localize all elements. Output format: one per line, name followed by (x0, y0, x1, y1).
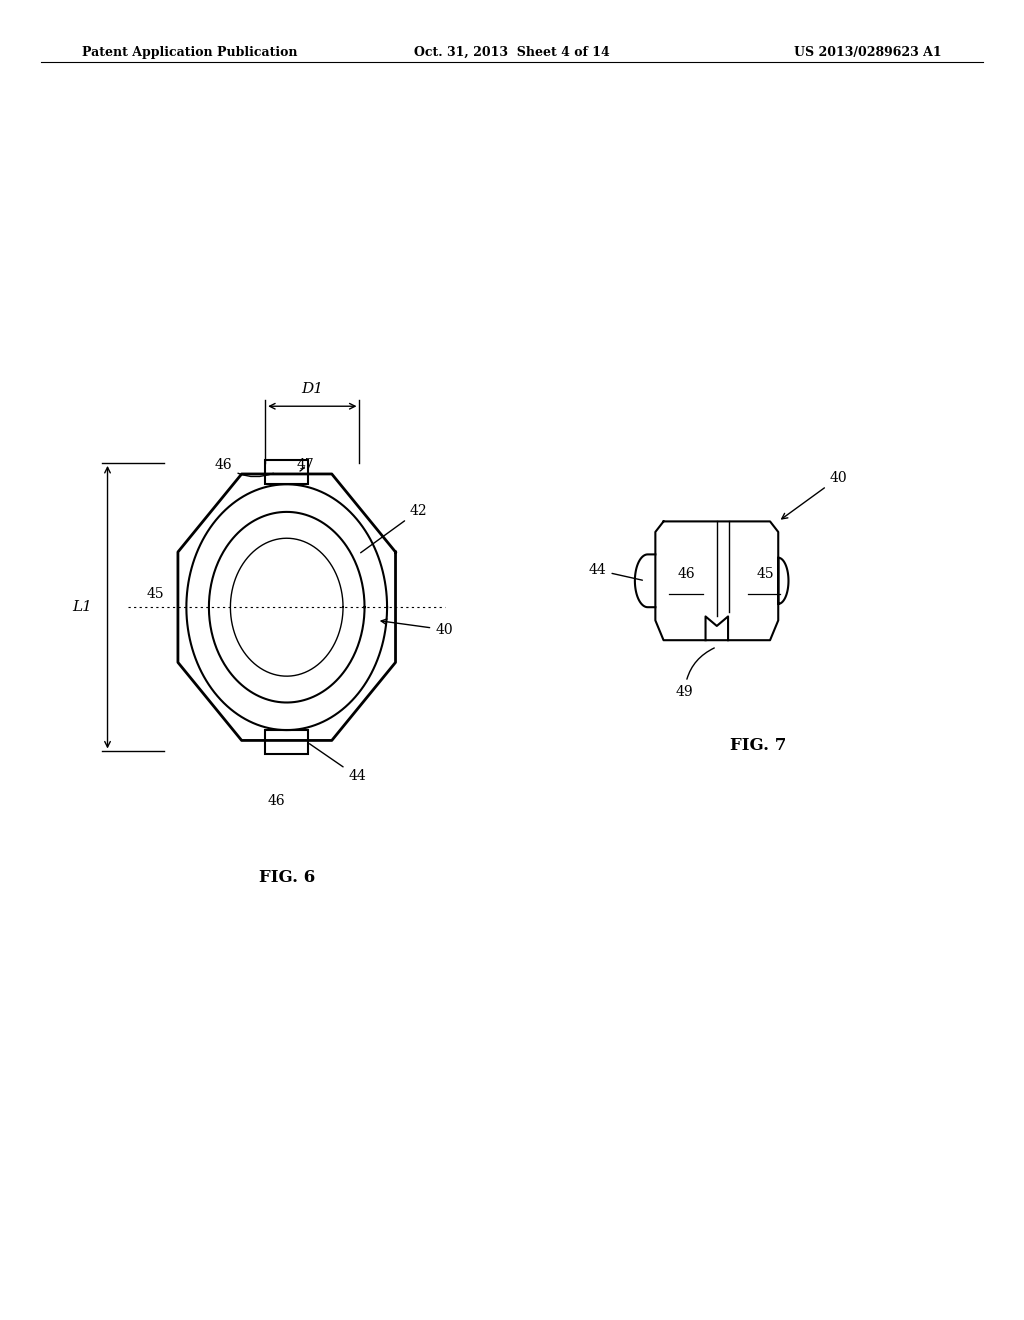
Text: FIG. 7: FIG. 7 (729, 738, 786, 754)
Text: 42: 42 (360, 504, 427, 553)
Text: 49: 49 (676, 648, 715, 698)
Bar (265, 730, 308, 754)
Text: 44: 44 (589, 564, 642, 581)
Text: 40: 40 (781, 471, 847, 519)
Text: 44: 44 (309, 743, 366, 784)
Text: 47: 47 (297, 458, 314, 471)
Text: 46: 46 (267, 793, 286, 808)
Text: FIG. 6: FIG. 6 (259, 870, 314, 886)
Text: Patent Application Publication: Patent Application Publication (82, 46, 297, 59)
Text: 46: 46 (677, 568, 695, 581)
Text: 45: 45 (756, 568, 774, 581)
Text: 46: 46 (215, 458, 273, 477)
Text: 40: 40 (381, 619, 453, 636)
Text: L1: L1 (73, 601, 92, 614)
Text: D1: D1 (301, 381, 324, 396)
Text: 45: 45 (146, 587, 164, 601)
Text: US 2013/0289623 A1: US 2013/0289623 A1 (795, 46, 942, 59)
Bar (265, 461, 308, 484)
Text: Oct. 31, 2013  Sheet 4 of 14: Oct. 31, 2013 Sheet 4 of 14 (414, 46, 610, 59)
